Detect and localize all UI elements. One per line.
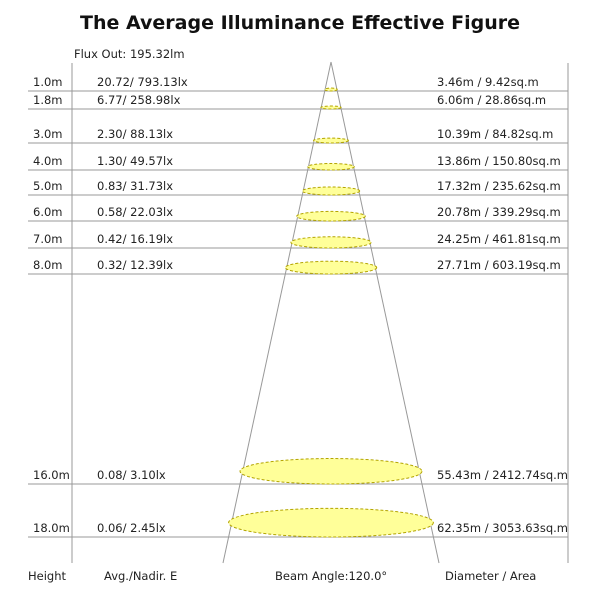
- light-spot: [307, 162, 355, 171]
- row-diameter-area-label: 27.71m / 603.19sq.m: [437, 258, 561, 272]
- light-spot: [290, 236, 372, 249]
- height-row: 1.8m 6.77/ 258.98lx 6.06m / 28.86sq.m: [28, 93, 568, 110]
- footer-illuminance-label: Avg./Nadir. E: [104, 569, 177, 583]
- row-diameter-area-label: 3.46m / 9.42sq.m: [437, 75, 539, 89]
- row-diameter-area-label: 13.86m / 150.80sq.m: [437, 154, 561, 168]
- row-illuminance-label: 0.32/ 12.39lx: [97, 258, 173, 272]
- height-row: 18.0m 0.06/ 2.45lx 62.35m / 3053.63sq.m: [28, 507, 568, 538]
- row-illuminance-label: 6.77/ 258.98lx: [97, 93, 181, 107]
- row-diameter-area-label: 24.25m / 461.81sq.m: [437, 232, 561, 246]
- row-height-label: 16.0m: [33, 468, 70, 482]
- light-spot: [228, 507, 434, 538]
- height-row: 4.0m 1.30/ 49.57lx 13.86m / 150.80sq.m: [28, 154, 568, 171]
- row-illuminance-label: 0.83/ 31.73lx: [97, 179, 173, 193]
- row-diameter-area-label: 10.39m / 84.82sq.m: [437, 127, 553, 141]
- row-diameter-area-label: 55.43m / 2412.74sq.m: [437, 468, 568, 482]
- light-spot: [313, 137, 349, 144]
- height-row: 1.0m 20.72/ 793.13lx 3.46m / 9.42sq.m: [28, 75, 568, 92]
- height-row: 16.0m 0.08/ 3.10lx 55.43m / 2412.74sq.m: [28, 458, 568, 485]
- row-illuminance-label: 0.06/ 2.45lx: [97, 521, 166, 535]
- light-spot: [301, 186, 361, 196]
- flux-out-label: Flux Out: 195.32lm: [74, 47, 185, 61]
- figure-title: The Average Illuminance Effective Figure: [79, 12, 521, 34]
- beam-cone-left: [222, 61, 332, 564]
- height-row: 3.0m 2.30/ 88.13lx 10.39m / 84.82sq.m: [28, 127, 568, 144]
- row-height-label: 8.0m: [33, 258, 63, 272]
- row-illuminance-label: 0.08/ 3.10lx: [97, 468, 166, 482]
- light-spot: [324, 87, 338, 92]
- light-spot: [239, 458, 423, 485]
- row-height-label: 5.0m: [33, 179, 63, 193]
- row-height-label: 1.8m: [33, 93, 63, 107]
- light-spot: [320, 105, 342, 110]
- height-row: 8.0m 0.32/ 12.39lx 27.71m / 603.19sq.m: [28, 258, 568, 275]
- beam-angle-label: Beam Angle:120.0°: [275, 569, 387, 583]
- height-row: 6.0m 0.58/ 22.03lx 20.78m / 339.29sq.m: [28, 205, 568, 222]
- height-row: 5.0m 0.83/ 31.73lx 17.32m / 235.62sq.m: [28, 179, 568, 196]
- row-height-label: 4.0m: [33, 154, 63, 168]
- row-height-label: 7.0m: [33, 232, 63, 246]
- light-spot: [284, 260, 378, 275]
- row-diameter-area-label: 17.32m / 235.62sq.m: [437, 179, 561, 193]
- row-illuminance-label: 0.42/ 16.19lx: [97, 232, 173, 246]
- footer-diameter-label: Diameter / Area: [445, 569, 536, 583]
- row-height-label: 18.0m: [33, 521, 70, 535]
- row-illuminance-label: 20.72/ 793.13lx: [97, 75, 188, 89]
- row-diameter-area-label: 20.78m / 339.29sq.m: [437, 205, 561, 219]
- beam-cone-right: [330, 61, 440, 564]
- height-rows: 1.0m 20.72/ 793.13lx 3.46m / 9.42sq.m 1.8m 6…: [28, 75, 568, 538]
- row-diameter-area-label: 6.06m / 28.86sq.m: [437, 93, 546, 107]
- row-height-label: 3.0m: [33, 127, 63, 141]
- height-row: 7.0m 0.42/ 16.19lx 24.25m / 461.81sq.m: [28, 232, 568, 249]
- footer-height-label: Height: [28, 569, 67, 583]
- light-spot: [296, 210, 366, 222]
- row-height-label: 6.0m: [33, 205, 63, 219]
- row-diameter-area-label: 62.35m / 3053.63sq.m: [437, 521, 568, 535]
- row-illuminance-label: 0.58/ 22.03lx: [97, 205, 173, 219]
- row-illuminance-label: 2.30/ 88.13lx: [97, 127, 173, 141]
- row-height-label: 1.0m: [33, 75, 63, 89]
- row-illuminance-label: 1.30/ 49.57lx: [97, 154, 173, 168]
